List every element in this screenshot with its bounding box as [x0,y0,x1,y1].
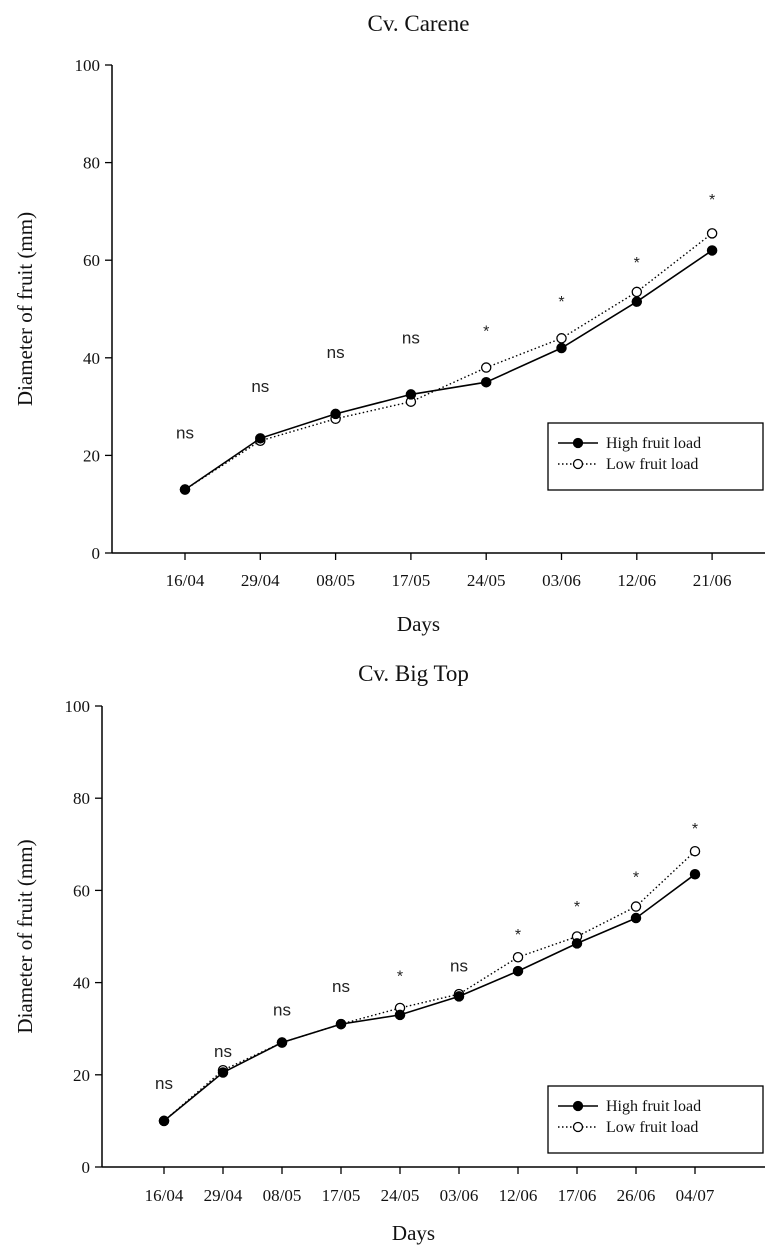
bigtop-x-tick-label: 29/04 [204,1186,243,1205]
carene-point-high [255,433,266,444]
carene-x-tick-label: 17/05 [392,571,431,590]
bigtop-x-tick-label: 03/06 [440,1186,479,1205]
bigtop-point-high [689,869,701,880]
carene-y-axis-title: Diameter of fruit (mm) [13,212,37,406]
carene-x-tick-label: 12/06 [617,571,656,590]
bigtop-chart-title: Cv. Big Top [358,661,469,686]
carene-x-tick-label: 08/05 [316,571,355,590]
bigtop-point-high [630,912,642,924]
carene-y-tick-label: 20 [83,446,100,465]
bigtop-point-low [512,951,524,963]
bigtop-significance-label: ns [214,1042,232,1061]
carene-point-low [706,228,718,239]
carene-y-tick-label: 80 [83,154,100,173]
bigtop-series-line-low [163,850,696,1122]
bigtop-y-tick-label: 100 [65,697,91,716]
bigtop-x-tick-label: 24/05 [381,1186,420,1205]
bigtop-chart: Cv. Big Top 0 20 40 60 80 100 16/04 29/04 08/05 17… [13,661,765,1245]
bigtop-y-axis-title: Diameter of fruit (mm) [13,839,37,1033]
bigtop-significance-label: * [397,968,403,985]
carene-point-high [179,484,191,495]
bigtop-point-high [571,938,583,949]
carene-legend-marker-high [572,437,584,449]
carene-y-tick-label: 0 [92,544,101,563]
carene-legend-box [547,422,764,491]
carene-significance-label: ns [402,328,420,347]
bigtop-x-tick-label: 17/06 [558,1186,597,1205]
carene-x-tick-label: 16/04 [166,571,205,590]
carene-significance-label: ns [327,343,345,362]
carene-point-high [631,296,643,307]
carene-significance-label: * [483,324,489,341]
bigtop-point-high [335,1018,347,1030]
bigtop-x-tick-label: 08/05 [263,1186,302,1205]
bigtop-significance-label: * [515,927,521,944]
carene-legend-marker-low [572,458,584,470]
carene-series-line-high [184,249,713,491]
bigtop-point-high [512,965,524,977]
bigtop-point-high [453,991,465,1002]
carene-point-high [706,245,718,256]
bigtop-point-high [394,1009,406,1021]
bigtop-point-high [276,1037,288,1048]
bigtop-x-tick-label: 16/04 [145,1186,184,1205]
carene-point-high [405,389,417,400]
bigtop-legend-label-high: High fruit load [606,1098,701,1115]
bigtop-significance-label: ns [450,956,468,975]
bigtop-significance-label: ns [273,1000,291,1019]
carene-y-tick-label: 60 [83,251,100,270]
bigtop-y-tick-label: 0 [82,1158,91,1177]
carene-x-tick-label: 24/05 [467,571,506,590]
carene-legend-label-high: High fruit load [606,435,701,452]
carene-x-axis-title: Days [397,612,440,636]
carene-point-low [480,362,492,373]
bigtop-significance-label: * [633,869,639,886]
bigtop-x-tick-label: 12/06 [499,1186,538,1205]
carene-x-tick-label: 29/04 [241,571,280,590]
bigtop-significance-label: ns [332,977,350,996]
bigtop-significance-label: * [692,821,698,838]
bigtop-x-tick-label: 04/07 [676,1186,715,1205]
bigtop-point-low [689,845,701,857]
carene-point-high [480,376,492,388]
bigtop-x-axis-title: Days [392,1221,435,1245]
bigtop-significance-label: ns [155,1074,173,1093]
bigtop-point-high [217,1067,229,1078]
carene-point-high [556,342,567,354]
carene-y-tick-label: 100 [75,56,101,75]
bigtop-legend-marker-high [572,1100,584,1112]
carene-significance-label: ns [176,423,194,442]
bigtop-legend-label-low: Low fruit load [606,1119,698,1136]
bigtop-y-tick-label: 20 [73,1066,90,1085]
carene-point-low [556,333,567,344]
bigtop-series-line-high [163,873,696,1122]
carene-y-tick-label: 40 [83,349,100,368]
bigtop-x-tick-label: 17/05 [322,1186,361,1205]
carene-significance-label: * [709,192,715,209]
carene-significance-label: * [634,255,640,272]
bigtop-legend-marker-low [572,1121,584,1133]
carene-chart: Cv. Carene 0 20 40 60 80 100 16/04 29/04 08/05 17/… [13,11,765,636]
bigtop-point-low [630,901,642,912]
bigtop-significance-label: * [574,899,580,916]
carene-x-tick-label: 03/06 [542,571,581,590]
carene-point-low [631,286,643,298]
carene-x-tick-label: 21/06 [693,571,732,590]
carene-significance-label: * [558,294,564,311]
bigtop-y-tick-label: 80 [73,789,90,808]
bigtop-point-high [158,1115,170,1127]
bigtop-y-tick-label: 40 [73,974,90,993]
bigtop-y-tick-label: 60 [73,881,90,900]
carene-chart-title: Cv. Carene [368,11,470,36]
carene-legend-label-low: Low fruit load [606,456,698,473]
bigtop-x-tick-label: 26/06 [617,1186,656,1205]
carene-significance-label: ns [251,377,269,396]
bigtop-legend-box [547,1085,764,1154]
carene-point-high [330,408,341,420]
